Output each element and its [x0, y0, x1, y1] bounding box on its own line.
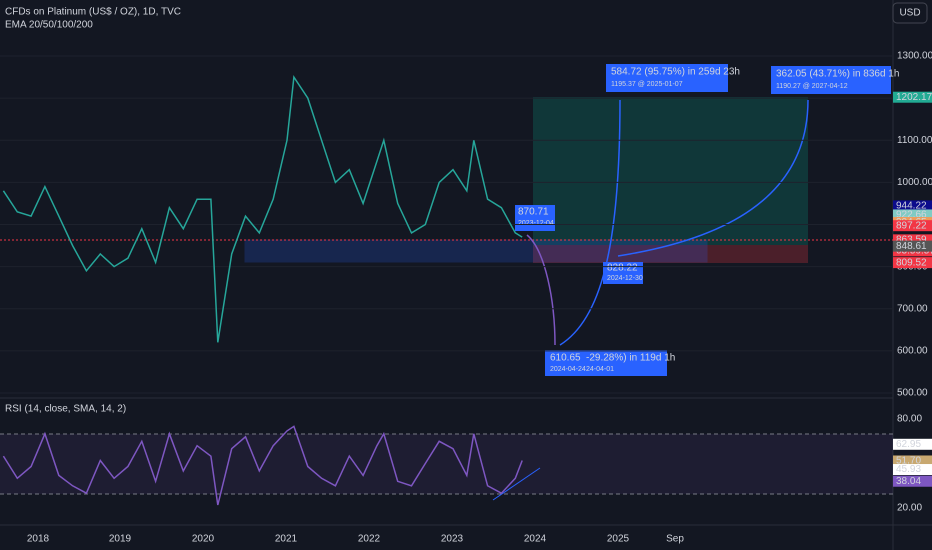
annotation: 2024-12-30	[607, 275, 643, 282]
price-label: 848.61	[896, 241, 927, 252]
price-label: 51.70	[896, 456, 921, 467]
price-tick: 600.00	[897, 346, 928, 357]
time-tick: 2023	[441, 534, 464, 545]
label-box	[606, 64, 728, 92]
price-label: 809.52	[896, 257, 927, 268]
time-tick: 2018	[27, 534, 50, 545]
projection-long	[617, 99, 809, 257]
rsi-line	[2, 425, 523, 506]
price-label: 863.59	[896, 234, 927, 245]
indicator-legend: EMA 20/50/100/200	[5, 20, 93, 31]
chart-title: CFDs on Platinum (US$ / OZ), 1D, TVC	[5, 7, 181, 18]
price-label-bg	[893, 455, 932, 467]
loss-zone	[533, 245, 808, 263]
price-label: 1202.17	[896, 92, 932, 103]
label-box	[515, 205, 555, 231]
rsi-tick: 80.00	[897, 414, 922, 425]
time-tick: 2022	[358, 534, 381, 545]
rsi-title: RSI (14, close, SMA, 14, 2)	[5, 404, 126, 415]
annotation: 24-04-01	[586, 366, 614, 373]
price-label-bg	[893, 438, 932, 450]
annotation: 2024-04-24	[550, 366, 586, 373]
rsi-band	[0, 434, 893, 494]
label-box	[545, 350, 667, 376]
currency[interactable]: USD	[899, 8, 920, 19]
label-box	[771, 66, 891, 94]
price-label: 45.93	[896, 464, 921, 475]
price-label: 62.95	[896, 439, 921, 450]
annotation: 870.71	[518, 207, 549, 218]
price-label-bg	[893, 240, 932, 252]
time-tick: 2024	[524, 534, 547, 545]
annotation: 828.22	[607, 263, 638, 274]
annotation: 584.72 (95.75%) in 259d 23h	[611, 67, 740, 78]
price-label: 38.04	[896, 476, 921, 487]
price-tick: 500.00	[897, 388, 928, 399]
price-tick: 700.00	[897, 303, 928, 314]
projection-down	[526, 234, 556, 346]
time-tick: 2019	[109, 534, 132, 545]
price-label: 944.22	[896, 201, 927, 212]
price-label-bg	[893, 220, 932, 232]
price-tick: 1300.00	[897, 51, 932, 62]
price-label-bg	[893, 91, 932, 103]
rsi-tick: 20.00	[897, 503, 922, 514]
annotation: 1190.27 @ 2027-04-12	[776, 83, 848, 90]
annotation: -29.28%) in 119d 1h	[586, 353, 675, 364]
annotation: 362.05 (43.71%) in 836d 1h	[776, 69, 899, 80]
price-line	[2, 74, 523, 343]
annotations: 584.72 (95.75%) in 259d 23h 1195.37 @ 20…	[515, 64, 899, 376]
time-tick: 2025	[607, 534, 630, 545]
time-tick: Sep	[666, 534, 684, 545]
price-tick: 1100.00	[897, 135, 932, 146]
time-tick: 2020	[192, 534, 215, 545]
price-label: 897.22	[896, 220, 927, 231]
rsi-trendline	[492, 467, 541, 501]
price-label-bg	[893, 464, 932, 476]
price-label-bg	[893, 209, 932, 221]
price-label-bg	[893, 257, 932, 269]
price-label-bg	[893, 200, 932, 212]
annotation: 610.65	[550, 353, 581, 364]
label-box	[603, 262, 643, 284]
price-tick: 1000.00	[897, 177, 932, 188]
time-tick: 2021	[275, 534, 298, 545]
price-label: 922.66	[896, 210, 927, 221]
support-zone	[244, 239, 708, 263]
annotation: 1195.37 @ 2025-01-07	[611, 81, 683, 88]
price-label-bg	[893, 475, 932, 487]
profit-zone	[533, 97, 808, 245]
annotation: 2023-12-04	[518, 220, 554, 227]
currency-button[interactable]	[892, 2, 928, 24]
